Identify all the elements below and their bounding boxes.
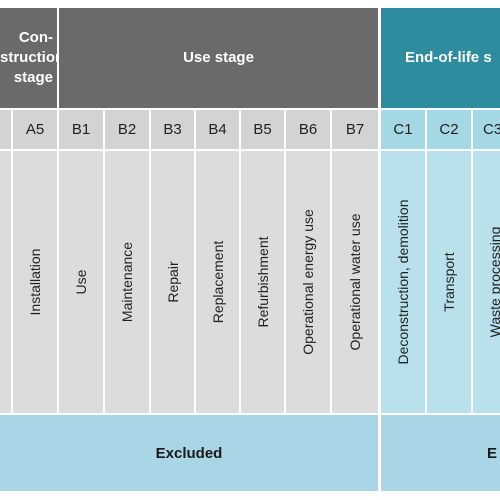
code-label: B5: [253, 121, 272, 138]
code-cell-c3: C3: [473, 110, 500, 149]
code-label: B2: [117, 121, 137, 138]
module-label: Repair: [164, 261, 181, 303]
module-cell-repair: Repair: [151, 151, 194, 413]
code-label: C1: [393, 121, 413, 138]
code-cell-b3: B3: [151, 110, 194, 149]
code-cell-c1: C1: [381, 110, 425, 149]
module-cell-operational-water-use: Operational water use: [332, 151, 378, 413]
end-of-life-footer: E: [381, 415, 500, 491]
code-cell-b5: B5: [241, 110, 284, 149]
code-cell-b7: B7: [332, 110, 378, 149]
code-cell-a5: A5: [13, 110, 57, 149]
module-cell-installation: Installation: [13, 151, 57, 413]
module-label: Maintenance: [119, 241, 135, 323]
excluded-label: Excluded: [155, 444, 223, 462]
code-cell-b1: B1: [59, 110, 103, 149]
construction-stage-label: Con- struction stage: [0, 29, 57, 86]
module-cell-replacement: Replacement: [196, 151, 239, 413]
module-label: Use: [73, 269, 89, 295]
module-cell-operational-energy-use: Operational energy use: [286, 151, 330, 413]
code-cell-b6: B6: [286, 110, 330, 149]
code-label: C2: [439, 121, 459, 138]
end-of-life-stage-label: End-of-life s: [405, 49, 492, 66]
module-cell-refurbishment: Refurbishment: [241, 151, 284, 413]
module-label: Replacement: [209, 240, 226, 324]
module-cell-waste-processing: Waste processing: [473, 151, 500, 413]
end-of-life-stage-header: End-of-life s: [381, 8, 500, 108]
footer-right-label: E: [487, 444, 498, 462]
module-cell-deconstruction: Deconstruction, demolition: [381, 151, 425, 413]
use-stage-header: Use stage: [59, 8, 378, 108]
module-label: Operational energy use: [300, 209, 316, 355]
use-stage-label: Use stage: [183, 49, 254, 66]
module-cell-use: Use: [59, 151, 103, 413]
code-label: B3: [163, 121, 182, 138]
module-label: Installation: [27, 248, 43, 316]
code-label: B6: [298, 121, 318, 138]
code-label: B4: [208, 121, 227, 138]
excluded-footer: Excluded: [0, 415, 378, 491]
module-cell-partial: [0, 151, 11, 413]
construction-stage-header: Con- struction stage: [0, 8, 57, 108]
code-cell-partial: [0, 110, 11, 149]
code-cell-b2: B2: [105, 110, 149, 149]
code-label: B7: [345, 121, 365, 138]
module-label: Waste processing: [487, 226, 500, 338]
code-label: A5: [25, 121, 45, 138]
module-label: Operational water use: [347, 213, 363, 351]
module-cell-transport: Transport: [427, 151, 471, 413]
module-cell-maintenance: Maintenance: [105, 151, 149, 413]
code-cell-b4: B4: [196, 110, 239, 149]
module-label: Transport: [441, 252, 457, 312]
code-label: B1: [71, 121, 91, 138]
code-label: C3: [483, 121, 500, 138]
module-label: Deconstruction, demolition: [395, 199, 411, 365]
code-cell-c2: C2: [427, 110, 471, 149]
module-label: Refurbishment: [254, 236, 271, 328]
